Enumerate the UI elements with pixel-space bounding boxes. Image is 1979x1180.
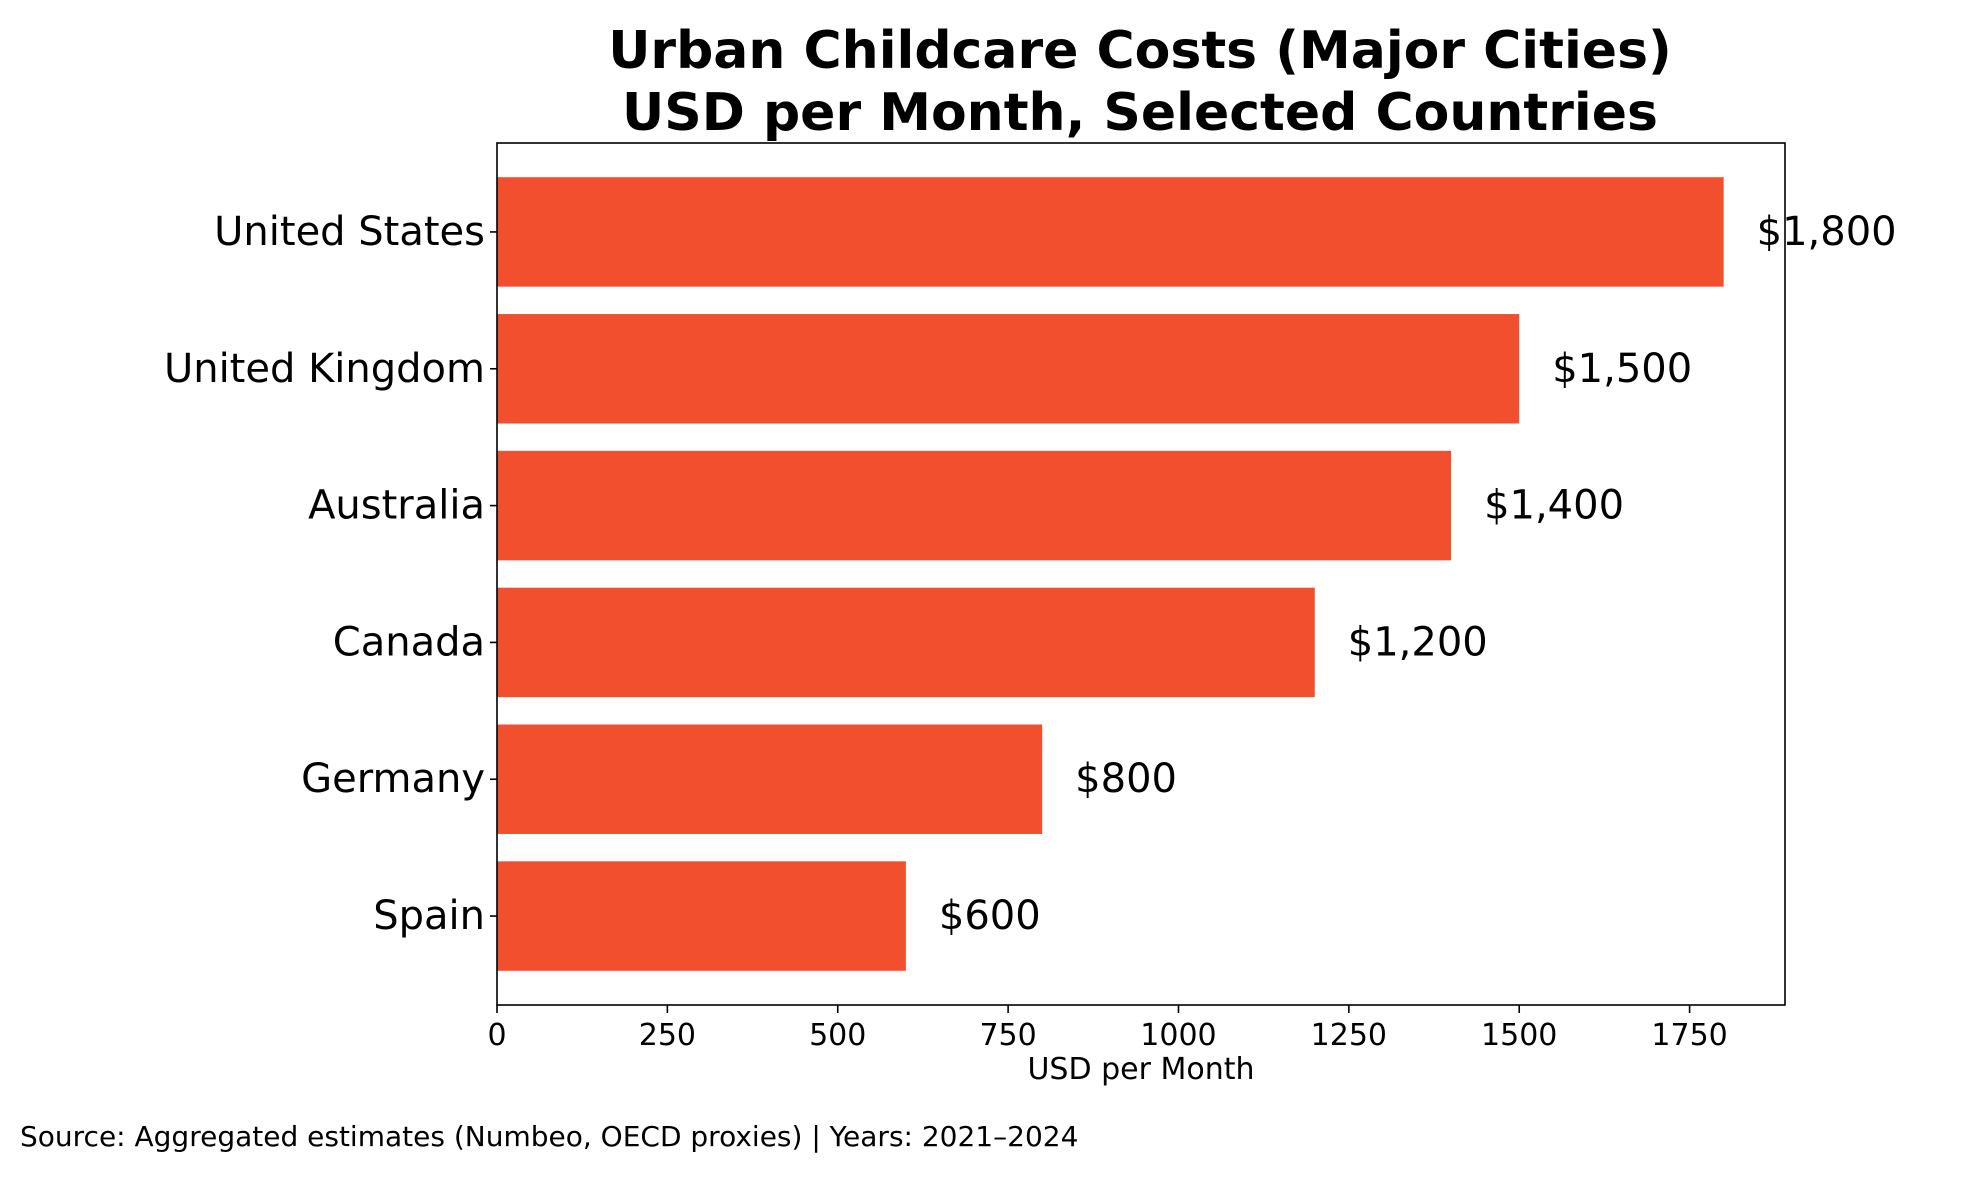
plot-frame (496, 142, 1786, 1006)
category-label: United Kingdom (164, 346, 485, 392)
value-label: $800 (1075, 756, 1177, 802)
bar-united-states (497, 177, 1724, 287)
x-tick-label: 0 (487, 1018, 506, 1053)
category-label: United States (214, 209, 485, 255)
bar-canada (497, 587, 1315, 698)
value-label: $1,800 (1757, 209, 1897, 255)
category-label: Germany (301, 756, 485, 802)
x-tick-label: 500 (809, 1018, 866, 1053)
x-tick-label: 750 (979, 1018, 1036, 1053)
value-label: $600 (939, 893, 1041, 939)
x-tick-label: 1750 (1651, 1018, 1727, 1053)
bar-australia (497, 450, 1452, 561)
bar-united-kingdom (497, 314, 1520, 424)
bar-germany (497, 724, 1043, 834)
x-tick-label: 1250 (1311, 1018, 1387, 1053)
bar-spain (497, 861, 906, 971)
category-label: Spain (373, 893, 485, 939)
bars-group (497, 177, 1724, 971)
x-tick-label: 1500 (1481, 1018, 1557, 1053)
value-label: $1,500 (1552, 346, 1692, 392)
value-label: $1,200 (1348, 619, 1488, 665)
x-tick-label: 250 (639, 1018, 696, 1053)
x-axis: 0 250 500 750 1000 1250 1500 1750 (487, 1005, 1728, 1053)
value-labels-group: $1,800 $1,500 $1,400 $1,200 $800 $600 (939, 209, 1897, 939)
x-tick-label: 1000 (1140, 1018, 1216, 1053)
category-label: Australia (308, 483, 485, 529)
chart-title-line-2: USD per Month, Selected Countries (622, 83, 1658, 143)
x-axis-title: USD per Month (1027, 1052, 1254, 1087)
y-axis: United States United Kingdom Australia Cana… (164, 209, 497, 939)
source-note: Source: Aggregated estimates (Numbeo, OE… (20, 1120, 1078, 1153)
chart-title-line-1: Urban Childcare Costs (Major Cities) (608, 21, 1672, 81)
category-label: Canada (333, 619, 485, 665)
value-label: $1,400 (1484, 483, 1624, 529)
